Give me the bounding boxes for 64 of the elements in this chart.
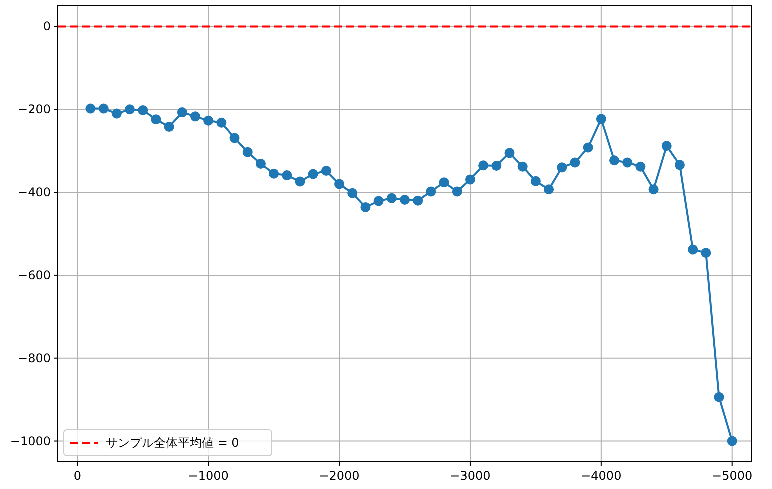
- point: [230, 133, 240, 144]
- point: [688, 244, 698, 255]
- point: [648, 184, 659, 195]
- x-tick-label: −3000: [450, 469, 491, 483]
- point: [701, 248, 712, 258]
- point: [295, 176, 306, 187]
- y-tick-label: 0: [43, 20, 51, 34]
- point: [622, 158, 633, 168]
- point: [269, 168, 280, 179]
- point: [386, 193, 397, 204]
- y-tick-label: −800: [18, 351, 51, 366]
- point: [256, 158, 266, 169]
- point: [400, 195, 410, 206]
- point: [583, 142, 594, 153]
- point: [518, 162, 528, 172]
- point: [504, 148, 515, 158]
- point: [426, 186, 436, 197]
- point: [125, 104, 136, 115]
- point: [465, 174, 476, 185]
- point: [727, 436, 738, 446]
- point: [492, 161, 502, 172]
- point: [714, 392, 724, 402]
- point: [242, 147, 253, 158]
- point: [98, 104, 109, 114]
- point: [164, 122, 174, 132]
- point: [374, 196, 384, 206]
- point: [308, 169, 318, 180]
- point: [190, 112, 200, 122]
- x-tick-label: −4000: [581, 469, 622, 483]
- point: [282, 170, 292, 181]
- point: [360, 202, 371, 212]
- legend: サンプル全体平均値 = 0: [64, 430, 272, 456]
- x-tick-label: 0: [74, 469, 82, 483]
- point: [138, 105, 148, 116]
- point: [321, 166, 332, 176]
- point: [636, 162, 646, 172]
- point: [544, 184, 554, 195]
- point: [204, 116, 214, 126]
- point: [530, 176, 541, 186]
- point: [452, 186, 462, 197]
- point: [151, 114, 162, 125]
- point: [570, 158, 580, 168]
- point: [177, 108, 188, 118]
- point: [334, 179, 345, 190]
- point: [112, 108, 122, 119]
- point: [557, 162, 568, 173]
- point: [413, 196, 424, 206]
- point: [439, 178, 450, 188]
- y-tick-label: −600: [18, 268, 51, 282]
- x-tick-label: −1000: [188, 469, 229, 483]
- legend-label: サンプル全体平均値 = 0: [106, 436, 240, 450]
- x-tick-label: −2000: [319, 469, 360, 483]
- point: [348, 188, 358, 198]
- point: [216, 118, 227, 128]
- point: [674, 160, 685, 170]
- x-tick-label: −5000: [712, 469, 753, 483]
- y-tick-label: −200: [18, 102, 51, 117]
- y-tick-label: −1000: [10, 434, 51, 448]
- point: [610, 156, 620, 166]
- point: [478, 160, 489, 171]
- point: [86, 104, 96, 114]
- point: [596, 114, 606, 124]
- y-tick-label: −400: [18, 186, 51, 200]
- point: [662, 141, 672, 152]
